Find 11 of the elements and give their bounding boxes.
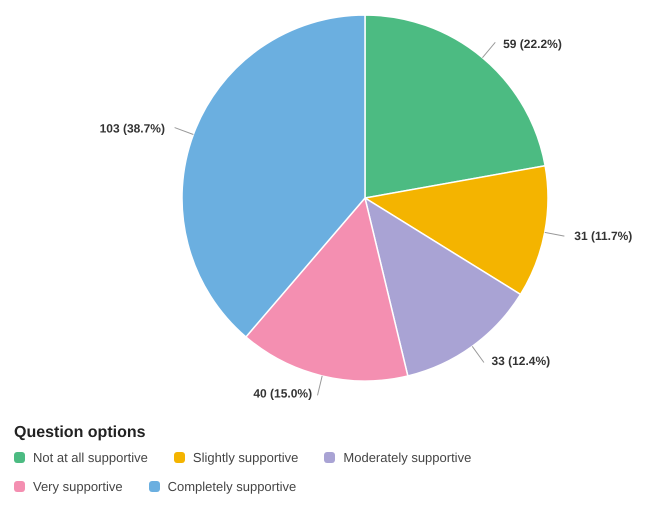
data-label: 33 (12.4%) (491, 354, 550, 368)
legend-label: Completely supportive (168, 479, 296, 494)
legend-label: Moderately supportive (343, 450, 472, 465)
legend-title: Question options (14, 424, 147, 442)
data-label: 40 (15.0%) (253, 386, 312, 400)
legend-label: Not at all supportive (33, 450, 148, 465)
data-label: 103 (38.7%) (100, 121, 165, 136)
data-label: 59 (22.2%) (503, 36, 562, 51)
data-label: 31 (11.7%) (574, 228, 632, 243)
legend-label: Slightly supportive (192, 450, 298, 465)
legend-label: Very supportive (33, 479, 123, 494)
